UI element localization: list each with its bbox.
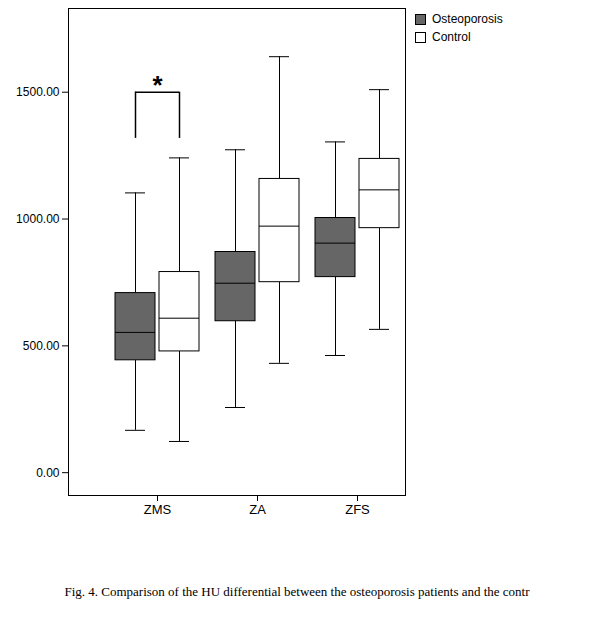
svg-text:ZA: ZA — [249, 502, 266, 517]
html-text:Control: Control — [432, 30, 471, 44]
svg-text:500.00: 500.00 — [23, 339, 60, 353]
html-text:Fig. 4. Comparison of the HU d: Fig. 4. Comparison of the HU differentia… — [64, 584, 530, 599]
svg-text:ZFS: ZFS — [345, 502, 370, 517]
svg-text:1500.00: 1500.00 — [16, 85, 60, 99]
svg-text:0.00: 0.00 — [36, 466, 60, 480]
svg-text:ZMS: ZMS — [144, 502, 172, 517]
svg-text:*: * — [152, 70, 163, 100]
svg-text:1000.00: 1000.00 — [16, 212, 60, 226]
html-text:Osteoporosis: Osteoporosis — [432, 12, 503, 26]
